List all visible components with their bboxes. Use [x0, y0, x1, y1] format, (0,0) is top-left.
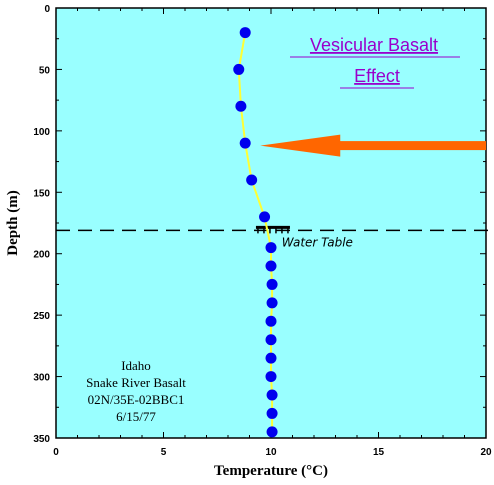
annotation-location: Idaho	[121, 358, 151, 373]
orange-arrow	[260, 134, 486, 157]
annotation-date: 6/15/77	[116, 409, 156, 424]
data-point	[265, 352, 277, 364]
data-point	[235, 100, 247, 112]
data-point	[233, 63, 245, 75]
y-tick-label: 50	[39, 65, 51, 76]
data-point	[266, 426, 278, 438]
data-point	[239, 137, 251, 149]
callout-line-1: Vesicular Basalt	[310, 35, 438, 55]
y-tick-label: 100	[33, 127, 50, 138]
axis-ticks	[55, 7, 487, 439]
y-tick-label: 200	[33, 250, 50, 261]
x-axis-title: Temperature (°C)	[214, 463, 328, 479]
data-point	[266, 407, 278, 419]
y-tick-label: 300	[33, 373, 50, 384]
annotation-formation: Snake River Basalt	[86, 375, 186, 390]
data-point	[259, 211, 271, 223]
x-tick-label: 10	[265, 447, 277, 458]
data-point	[246, 174, 258, 186]
water-table-symbol	[255, 225, 290, 234]
data-points	[233, 27, 278, 438]
data-point	[266, 278, 278, 290]
data-point	[265, 371, 277, 383]
arrow-head	[260, 134, 341, 157]
y-tick-label: 150	[33, 188, 50, 199]
y-tick-labels: 0 50 100 150 200 250 300 350	[33, 4, 50, 445]
y-axis-title: Depth (m)	[5, 190, 21, 255]
data-point	[265, 315, 277, 327]
x-tick-label: 5	[161, 447, 167, 458]
water-table-label: Water Table	[282, 235, 353, 249]
data-point	[266, 297, 278, 309]
x-tick-labels: 0 5 10 15 20	[53, 447, 492, 458]
annotation-well-id: 02N/35E-02BBC1	[88, 392, 185, 407]
x-tick-label: 15	[373, 447, 385, 458]
data-point	[265, 260, 277, 272]
x-tick-label: 0	[53, 447, 59, 458]
data-point	[266, 389, 278, 401]
callout-line-2: Effect	[354, 66, 400, 86]
y-tick-label: 250	[33, 311, 50, 322]
y-tick-label: 0	[44, 4, 50, 15]
y-tick-label: 350	[33, 434, 50, 445]
data-point	[265, 334, 277, 346]
arrow-shaft	[338, 141, 486, 151]
x-tick-label: 20	[480, 447, 492, 458]
data-point	[239, 27, 251, 39]
data-point	[265, 242, 277, 254]
